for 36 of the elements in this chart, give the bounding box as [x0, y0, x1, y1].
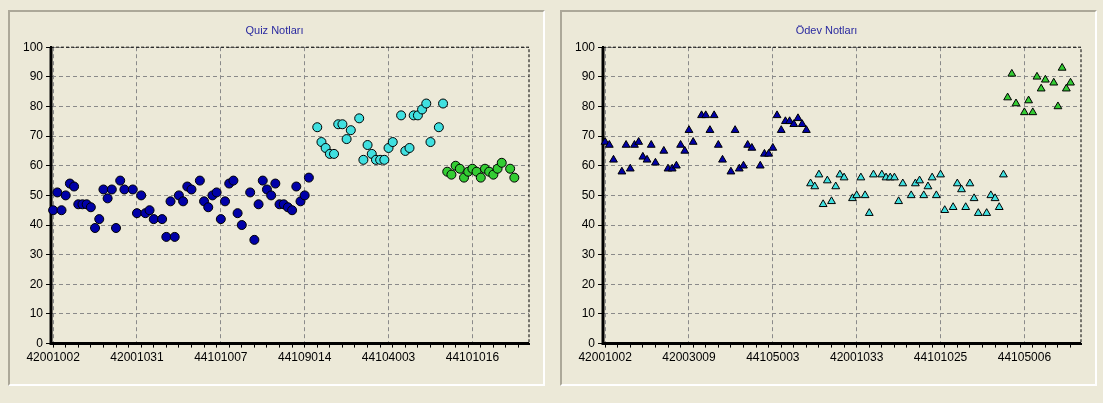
chart-title: Quiz Notları — [245, 23, 304, 36]
y-tick-label: 20 — [29, 276, 44, 291]
y-tick-label: 30 — [29, 246, 44, 261]
y-tick-label: 40 — [581, 217, 596, 232]
chart-title: Ödev Notları — [795, 23, 858, 36]
y-tick-label: 60 — [581, 158, 596, 173]
y-tick-label: 50 — [581, 187, 596, 202]
x-tick-label: 44104003 — [361, 350, 416, 365]
x-tick-label: 44105003 — [746, 350, 800, 365]
y-tick-label: 80 — [29, 98, 44, 113]
y-tick-label: 50 — [29, 187, 44, 202]
x-tick-label: 44101016 — [445, 350, 500, 365]
y-tick-label: 0 — [588, 335, 596, 350]
x-tick-label: 42001002 — [26, 350, 81, 365]
x-tick-label: 42001002 — [578, 350, 633, 365]
x-tick-label: 44105006 — [997, 350, 1052, 365]
x-tick-label: 42001033 — [829, 350, 884, 365]
y-tick-label: 60 — [29, 158, 44, 173]
y-tick-label: 80 — [581, 98, 596, 113]
y-tick-label: 40 — [29, 217, 44, 232]
y-tick-label: 0 — [36, 335, 44, 350]
y-tick-label: 70 — [581, 128, 596, 143]
y-tick-label: 10 — [29, 306, 44, 321]
y-tick-label: 100 — [22, 39, 44, 54]
y-tick-label: 70 — [29, 128, 44, 143]
y-tick-label: 90 — [29, 69, 44, 84]
x-tick-label: 44101025 — [913, 350, 968, 365]
y-tick-label: 90 — [581, 69, 596, 84]
y-tick-label: 30 — [581, 246, 596, 261]
x-tick-label: 44101007 — [194, 350, 248, 365]
y-tick-label: 10 — [581, 306, 596, 321]
y-tick-label: 100 — [574, 39, 596, 54]
x-tick-label: 44109014 — [277, 350, 332, 365]
x-tick-label: 42003009 — [662, 350, 716, 365]
y-tick-label: 20 — [581, 276, 596, 291]
x-tick-label: 42001031 — [110, 350, 164, 365]
